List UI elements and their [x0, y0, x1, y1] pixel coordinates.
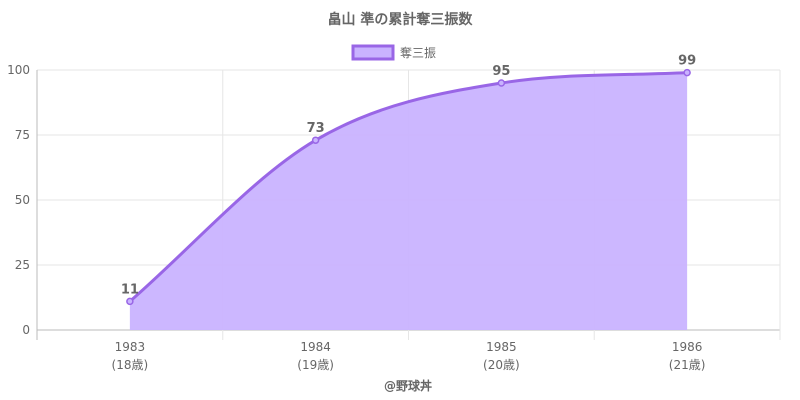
- series-area: [128, 71, 688, 330]
- y-tick-label: 25: [15, 258, 30, 272]
- x-tick-label: 1984: [300, 340, 331, 354]
- footer-credit: @野球丼: [384, 378, 432, 393]
- series-line: [128, 71, 688, 303]
- chart-title: 畠山 準の累計奪三振数: [328, 11, 474, 28]
- data-point: [683, 68, 691, 77]
- x-tick-label: 1986: [672, 340, 703, 354]
- data-point: [126, 297, 134, 306]
- area-fill: [129, 72, 688, 330]
- x-tick-sublabel: (19歳): [297, 358, 334, 372]
- y-axis-ticks: 0 25 50 75 100: [7, 63, 30, 337]
- data-point: [311, 136, 320, 144]
- legend-label: 奪三振: [400, 45, 436, 60]
- data-label: 95: [492, 64, 510, 79]
- legend[interactable]: 奪三振: [351, 44, 436, 61]
- x-tick-sublabel: (21歳): [669, 358, 706, 372]
- y-tick-label: 50: [15, 193, 30, 207]
- legend-swatch: [351, 44, 395, 61]
- y-tick-label: 100: [7, 63, 30, 77]
- x-axis-ticks: 1983 (18歳) 1984 (19歳) 1985 (20歳) 1986 (21歳): [112, 340, 706, 372]
- x-tick-label: 1985: [486, 340, 517, 354]
- data-labels: 11 73 95 99: [121, 54, 696, 298]
- series-points: [126, 68, 691, 306]
- x-tick-label: 1983: [115, 340, 146, 354]
- data-label: 73: [307, 121, 325, 136]
- x-tick-sublabel: (18歳): [112, 358, 149, 372]
- x-tick-sublabel: (20歳): [483, 358, 520, 372]
- y-tick-label: 75: [15, 128, 30, 142]
- data-label: 11: [121, 282, 139, 297]
- y-tick-label: 0: [22, 323, 30, 337]
- data-point: [497, 79, 506, 87]
- data-label: 99: [678, 54, 696, 69]
